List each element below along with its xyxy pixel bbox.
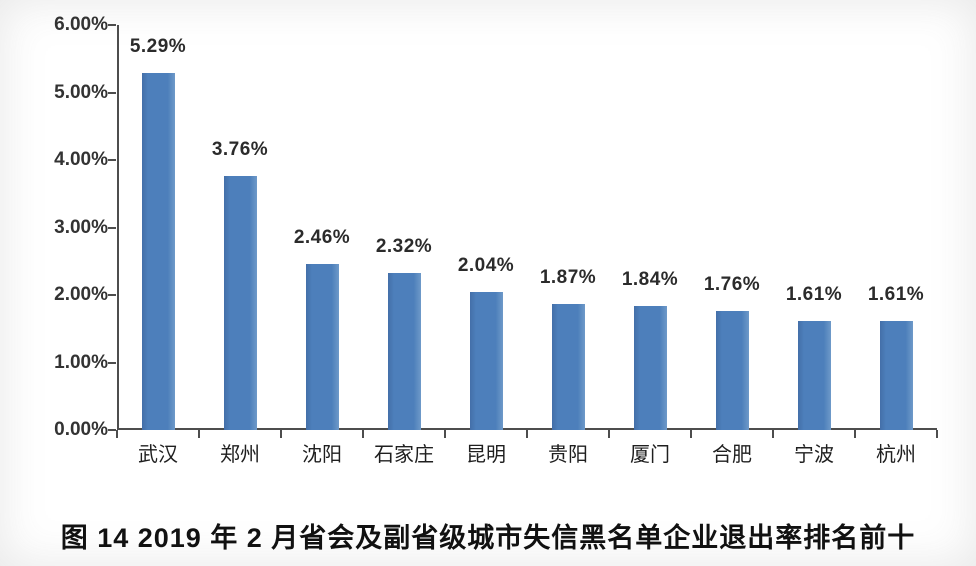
bar-value-label: 1.76% (703, 274, 761, 296)
x-category-label: 厦门 (630, 444, 670, 466)
bar (551, 303, 585, 430)
y-tick-label: 5.00% (54, 81, 108, 103)
x-category-label: 合肥 (712, 444, 752, 466)
bar (223, 176, 257, 430)
y-tick-mark (108, 226, 116, 229)
bar (633, 305, 667, 430)
x-tick-mark (854, 430, 856, 438)
y-tick-mark (108, 429, 116, 431)
bar (387, 273, 421, 430)
y-tick-mark (108, 294, 116, 296)
y-tick-label: 0.00% (54, 419, 108, 440)
bar-value-label: 1.84% (621, 268, 679, 290)
bar-value-label: 2.46% (293, 226, 351, 248)
x-tick-mark (116, 430, 118, 438)
x-tick-mark (362, 430, 364, 438)
bar (469, 292, 503, 430)
plot-area (117, 25, 937, 430)
figure-caption: 图 14 2019 年 2 月省会及副省级城市失信黑名单企业退出率排名前十 (60, 523, 916, 553)
bar-value-label: 5.29% (129, 35, 187, 57)
x-tick-mark (936, 430, 938, 438)
bar-value-label: 2.32% (375, 236, 433, 258)
bar (715, 311, 749, 430)
y-tick-label: 6.00% (54, 14, 108, 35)
bar (797, 321, 831, 430)
x-tick-mark (198, 430, 200, 438)
x-tick-mark (444, 430, 446, 438)
bar-value-label: 2.04% (457, 255, 515, 277)
bar (141, 72, 175, 430)
y-tick-mark (108, 361, 116, 364)
bar-value-label: 3.76% (211, 139, 269, 161)
y-tick-label: 2.00% (54, 284, 108, 305)
bar (879, 321, 913, 430)
x-category-label: 宁波 (794, 444, 834, 466)
bar (305, 263, 339, 430)
x-category-label: 杭州 (876, 444, 916, 466)
x-category-label: 郑州 (220, 444, 260, 466)
y-tick-label: 3.00% (54, 216, 108, 238)
x-tick-mark (772, 430, 774, 438)
x-category-label: 昆明 (466, 444, 506, 466)
y-tick-mark (108, 24, 116, 26)
x-tick-mark (690, 430, 692, 438)
bar-value-label: 1.87% (539, 266, 597, 288)
x-category-label: 沈阳 (302, 444, 342, 466)
y-tick-mark (108, 91, 116, 94)
bar-value-label: 1.61% (785, 284, 843, 306)
y-tick-mark (108, 159, 116, 161)
x-category-label: 石家庄 (374, 444, 434, 466)
x-tick-mark (280, 430, 282, 438)
x-tick-mark (608, 430, 610, 438)
y-tick-label: 4.00% (54, 149, 108, 170)
x-category-label: 武汉 (138, 444, 178, 466)
x-category-label: 贵阳 (548, 444, 588, 466)
y-tick-label: 1.00% (54, 351, 108, 373)
x-tick-mark (526, 430, 528, 438)
bar-value-label: 1.61% (867, 284, 925, 306)
